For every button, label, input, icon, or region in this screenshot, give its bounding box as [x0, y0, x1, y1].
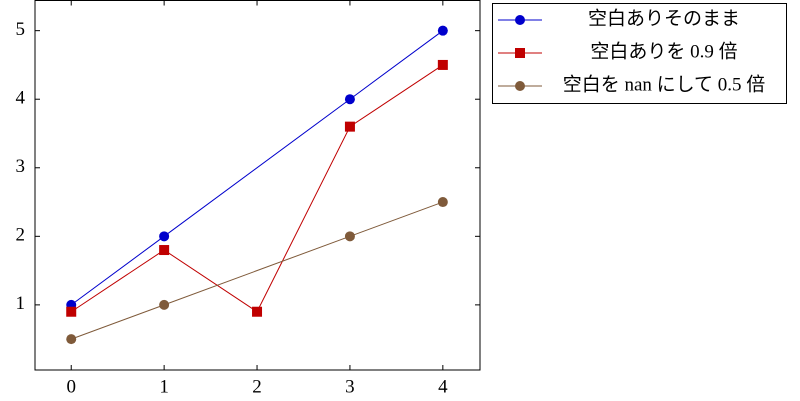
series-line: [70, 64, 444, 313]
data-point: [344, 94, 355, 105]
legend-marker: [515, 15, 525, 25]
data-point: [159, 231, 170, 242]
legend-marker: [515, 48, 525, 58]
legend-label: 空白を nan にして 0.5 倍: [563, 73, 766, 95]
data-point: [159, 299, 170, 310]
x-tick-label: 4: [438, 376, 448, 397]
legend-label: 空白ありそのまま: [588, 7, 740, 29]
data-point: [437, 25, 448, 36]
legend-marker: [515, 81, 525, 91]
data-point: [66, 306, 77, 317]
x-tick-label: 3: [345, 376, 355, 397]
y-tick-label: 1: [16, 293, 26, 314]
data-point: [252, 306, 263, 317]
series-line: [71, 201, 444, 340]
data-point: [437, 59, 448, 70]
data-point: [437, 197, 448, 208]
data-point: [344, 231, 355, 242]
x-tick-label: 0: [66, 376, 76, 397]
series-line: [70, 30, 444, 306]
x-tick-label: 2: [252, 376, 262, 397]
y-tick-label: 2: [16, 225, 26, 246]
data-point: [66, 334, 77, 345]
data-point: [159, 245, 170, 256]
y-tick-label: 5: [16, 19, 26, 40]
y-tick-label: 3: [16, 156, 26, 177]
y-tick-label: 4: [16, 88, 26, 109]
legend-label: 空白ありを 0.9 倍: [590, 40, 737, 62]
x-tick-label: 1: [159, 376, 169, 397]
data-point: [344, 121, 355, 132]
